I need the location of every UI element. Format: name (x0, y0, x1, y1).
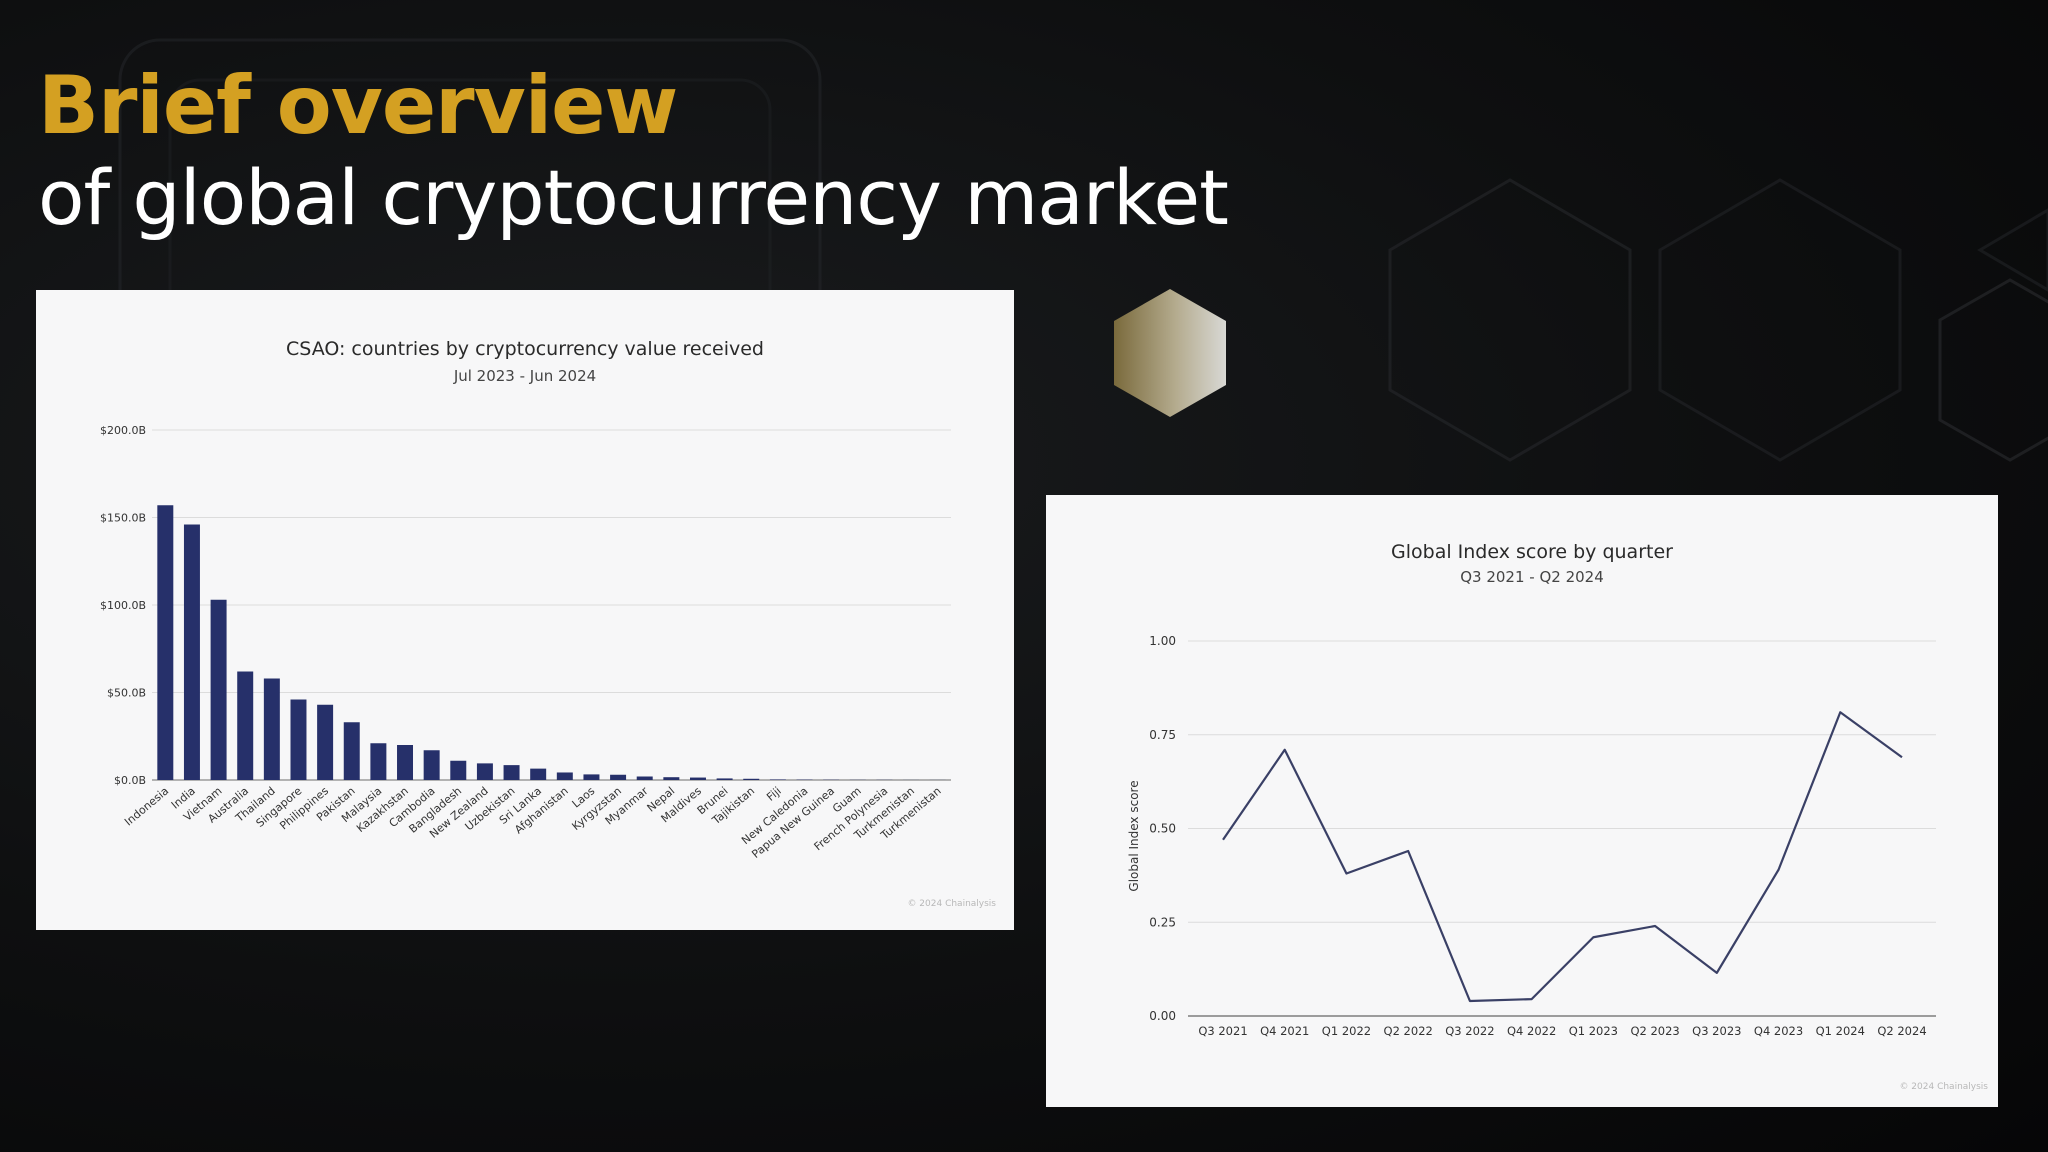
bar-chart-panel: CSAO: countries by cryptocurrency value … (36, 290, 1014, 930)
line-chart-panel: Global Index score by quarter Q3 2021 - … (1046, 495, 1998, 1107)
line-y-tick-label: 0.75 (1149, 728, 1176, 742)
line-x-tick-label: Q1 2024 (1816, 1024, 1865, 1038)
line-y-tick-label: 0.25 (1149, 915, 1176, 929)
bar (689, 777, 706, 780)
line-x-tick-label: Q4 2023 (1754, 1024, 1803, 1038)
bar (716, 778, 733, 780)
bar (476, 763, 493, 780)
bar (397, 745, 414, 780)
line-chart-ylabel: Global Index score (1127, 780, 1141, 891)
line-y-tick-label: 0.50 (1149, 822, 1176, 836)
bar (556, 772, 573, 780)
line-x-tick-label: Q3 2023 (1692, 1024, 1741, 1038)
line-x-tick-label: Q3 2022 (1445, 1024, 1494, 1038)
line-x-tick-label: Q3 2021 (1198, 1024, 1247, 1038)
bar (583, 774, 600, 780)
bar-y-tick-label: $100.0B (100, 599, 146, 612)
bar (317, 704, 334, 780)
bar-chart-subtitle: Jul 2023 - Jun 2024 (453, 367, 596, 385)
bar (237, 671, 254, 780)
line-chart: Global Index score by quarter Q3 2021 - … (1127, 541, 1988, 1092)
bar (370, 743, 387, 780)
bar (503, 765, 520, 780)
bar (263, 678, 280, 780)
bar-y-tick-label: $50.0B (107, 687, 146, 700)
line-chart-source: © 2024 Chainalysis (1899, 1082, 1988, 1092)
bar (343, 722, 360, 780)
bar (423, 750, 440, 780)
title-rest: of global cryptocurrency market (38, 153, 1229, 242)
bar (769, 779, 786, 780)
line-x-tick-label: Q4 2022 (1507, 1024, 1556, 1038)
line-x-tick-label: Q1 2022 (1322, 1024, 1371, 1038)
bar-chart: CSAO: countries by cryptocurrency value … (100, 338, 996, 909)
bar (530, 768, 547, 780)
bar (663, 777, 680, 780)
bar (450, 760, 467, 780)
line-y-tick-label: 0.00 (1149, 1009, 1176, 1023)
line-chart-title: Global Index score by quarter (1391, 541, 1673, 563)
bar (610, 774, 627, 780)
bar (210, 599, 227, 780)
bar (743, 778, 760, 780)
line-x-tick-label: Q2 2024 (1877, 1024, 1926, 1038)
hexagon-decoration (1114, 289, 1226, 417)
bar-y-tick-label: $150.0B (100, 512, 146, 525)
bar (290, 699, 307, 780)
bar-chart-source: © 2024 Chainalysis (907, 899, 996, 909)
line-x-tick-label: Q2 2022 (1384, 1024, 1433, 1038)
line-y-tick-label: 1.00 (1149, 634, 1176, 648)
line-x-tick-label: Q4 2021 (1260, 1024, 1309, 1038)
bar (157, 505, 174, 780)
line-x-tick-label: Q1 2023 (1569, 1024, 1618, 1038)
bar-chart-title: CSAO: countries by cryptocurrency value … (286, 338, 764, 360)
line-x-tick-label: Q2 2023 (1630, 1024, 1679, 1038)
line-chart-subtitle: Q3 2021 - Q2 2024 (1460, 568, 1604, 586)
bar-x-tick-label: Fiji (764, 784, 784, 803)
slide-title: Brief overview of global cryptocurrency … (38, 59, 1229, 244)
bar-y-tick-label: $0.0B (114, 774, 146, 787)
bar-x-tick-label: Indonesia (122, 784, 171, 828)
bar (636, 776, 653, 780)
bar-y-tick-label: $200.0B (100, 424, 146, 437)
line-series (1222, 711, 1903, 1003)
title-highlight: Brief overview (38, 59, 678, 152)
bar (183, 524, 200, 780)
